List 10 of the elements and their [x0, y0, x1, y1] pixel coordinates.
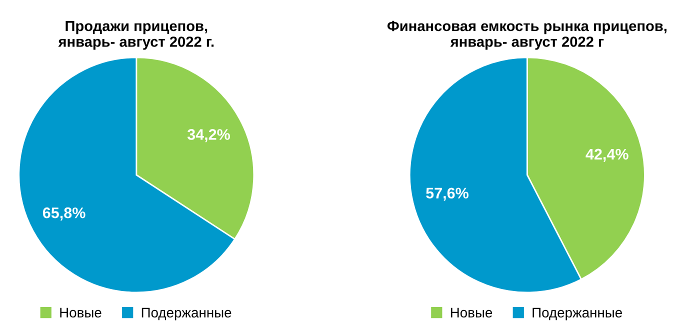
data-label: 65,8% [42, 207, 86, 220]
data-label: 42,4% [586, 148, 628, 162]
data-label: 34,2% [187, 129, 230, 142]
legend-label: Подержанные [532, 308, 622, 320]
chart-title: Продажи прицепов, январь- август 2022 г. [58, 21, 214, 50]
legend-label: Новые [450, 308, 492, 318]
data-label: 57,6% [426, 188, 469, 201]
legend-label: Новые [60, 308, 102, 318]
chart-title: Финансовая емкость рынка прицепов, январь- август 2022 г [387, 20, 666, 50]
legend-label: Подержанные [142, 308, 232, 320]
